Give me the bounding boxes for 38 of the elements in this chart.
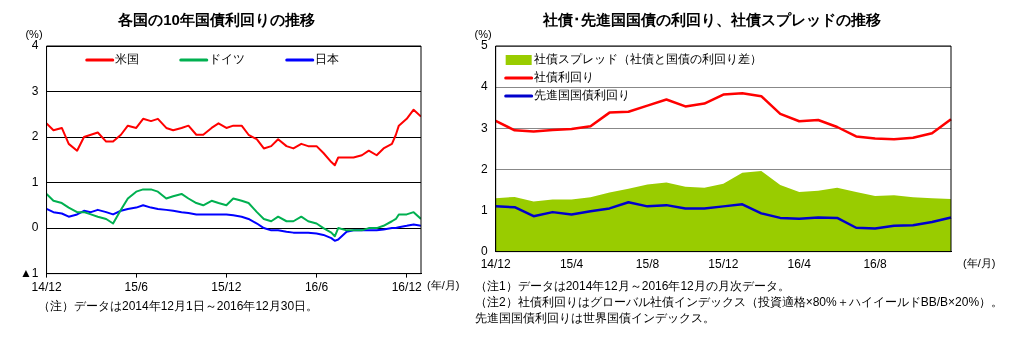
x-tick-label: 14/12	[480, 257, 512, 272]
chart-title: 社債･先進国国債の利回り、社債スプレッドの推移	[542, 11, 881, 29]
legend-label: 日本	[314, 52, 339, 67]
y-tick-label: 2	[31, 129, 39, 144]
x-tick-label: 16/12	[391, 280, 423, 295]
x-tick-label: 15/12	[708, 257, 739, 272]
text: （注1）データは2014年12月～2016年12月の月次データ。	[475, 278, 791, 294]
chart-title: 各国の10年国債利回りの推移	[117, 11, 315, 29]
legend-label: ドイツ	[208, 52, 245, 67]
x-tick-label: 16/8	[863, 257, 888, 272]
x-tick-label: 16/4	[787, 257, 812, 272]
x-tick-label: 15/4	[559, 257, 584, 272]
text: （注2）社債利回りはグローバル社債インデックス（投資適格×80%＋ハイイールドBB/B×20%）。先進国国債利回りは世界国債インデックス。	[475, 294, 1005, 326]
y-axis-title: (%)	[474, 27, 492, 40]
y-axis-title: (%)	[25, 27, 43, 40]
x-tick-label: 15/12	[211, 280, 242, 295]
y-tick-label: 3	[480, 120, 488, 135]
legend-label: 米国	[114, 52, 139, 67]
x-tick-label: 15/8	[635, 257, 660, 272]
legend-label: 先進国国債利回り	[533, 88, 630, 103]
y-tick-label: 0	[480, 243, 488, 258]
y-tick-label: 1	[480, 202, 488, 217]
y-tick-label: 4	[480, 79, 488, 94]
y-tick-label: 2	[480, 161, 488, 176]
y-tick-label: 1	[31, 174, 39, 189]
x-tick-label: 16/6	[304, 280, 329, 295]
y-tick-label: 5	[480, 38, 488, 53]
x-axis-title: (年/月)	[963, 257, 996, 270]
y-tick-label: 4	[31, 38, 39, 53]
legend-label: 社債スプレッド（社債と国債の利回り差）	[533, 52, 762, 67]
y-tick-label: 3	[31, 83, 39, 98]
x-tick-label: 15/6	[124, 280, 149, 295]
legend-label: 社債利回り	[533, 70, 594, 85]
x-axis-title: (年/月)	[427, 279, 460, 292]
y-tick-label: 0	[31, 220, 39, 235]
y-tick-label: ▲1	[19, 265, 39, 280]
x-tick-label: 14/12	[31, 280, 62, 295]
text: （注）データは2014年12月1日～2016年12月30日。	[38, 298, 320, 314]
